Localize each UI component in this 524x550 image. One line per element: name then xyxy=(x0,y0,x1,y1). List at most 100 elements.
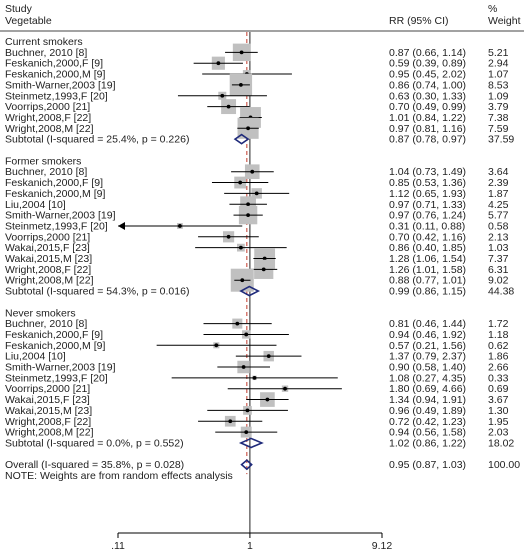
point-estimate xyxy=(250,169,255,174)
study-weight: 1.30 xyxy=(488,405,509,417)
study-weight: 7.37 xyxy=(488,253,509,265)
study-label: Wright,2008,F [22] xyxy=(5,112,91,124)
study-weight: 2.39 xyxy=(488,177,509,189)
study-rr-ci: 0.95 (0.45, 2.02) xyxy=(389,69,466,81)
overall-weight: 100.00 xyxy=(488,459,520,471)
study-label: Buchner, 2010 [8] xyxy=(5,166,87,178)
point-estimate xyxy=(226,104,231,109)
subtotal-weight: 37.59 xyxy=(488,134,514,146)
study-weight: 1.18 xyxy=(488,329,509,341)
study-label: Smith-Warner,2003 [19] xyxy=(5,210,116,222)
study-rr-ci: 0.94 (0.56, 1.58) xyxy=(389,427,466,439)
point-estimate xyxy=(178,224,182,228)
header-percent: % xyxy=(488,3,497,15)
study-rr-ci: 0.97 (0.76, 1.24) xyxy=(389,210,466,222)
point-estimate xyxy=(246,202,250,207)
study-weight: 1.07 xyxy=(488,69,509,81)
study-label: Wakai,2015,F [23] xyxy=(5,242,90,254)
study-rr-ci: 0.94 (0.46, 1.92) xyxy=(389,329,466,341)
study-label: Smith-Warner,2003 [19] xyxy=(5,79,116,91)
study-rr-ci: 0.86 (0.74, 1.00) xyxy=(389,79,466,91)
study-rr-ci: 0.97 (0.81, 1.16) xyxy=(389,123,466,135)
study-weight: 8.53 xyxy=(488,79,509,91)
study-weight: 6.31 xyxy=(488,264,509,276)
overall-rr-ci: 0.95 (0.87, 1.03) xyxy=(389,459,466,471)
header-weight: Weight xyxy=(488,15,521,27)
study-rr-ci: 1.26 (1.01, 1.58) xyxy=(389,264,466,276)
point-estimate xyxy=(220,93,225,98)
study-weight: 2.94 xyxy=(488,58,509,70)
study-weight: 3.64 xyxy=(488,166,509,178)
study-weight: 7.59 xyxy=(488,123,509,135)
study-weight: 5.77 xyxy=(488,210,509,222)
study-weight: 1.03 xyxy=(488,242,509,254)
group-label: Current smokers xyxy=(5,36,83,48)
study-rr-ci: 1.01 (0.84, 1.22) xyxy=(389,112,466,124)
point-estimate xyxy=(228,419,233,424)
study-label: Feskanich,2000,M [9] xyxy=(5,340,105,352)
study-label: Wakai,2015,F [23] xyxy=(5,394,90,406)
subtotal-diamond xyxy=(238,437,264,449)
group-label: Former smokers xyxy=(5,155,81,167)
header-vegetable: Vegetable xyxy=(5,15,52,27)
study-label: Feskanich,2000,M [9] xyxy=(5,188,105,200)
study-label: Wakai,2015,M [23] xyxy=(5,253,92,265)
study-label: Feskanich,2000,F [9] xyxy=(5,329,103,341)
study-weight: 4.25 xyxy=(488,199,509,211)
study-label: Voorrips,2000 [21] xyxy=(5,231,90,243)
study-weight: 0.69 xyxy=(488,383,509,395)
study-label: Buchner, 2010 [8] xyxy=(5,47,87,59)
study-weight: 7.38 xyxy=(488,112,509,124)
study-rr-ci: 1.08 (0.27, 4.35) xyxy=(389,372,466,384)
study-rr-ci: 0.81 (0.46, 1.44) xyxy=(389,318,466,330)
point-estimate xyxy=(239,50,244,55)
point-estimate xyxy=(266,354,271,359)
study-rr-ci: 0.72 (0.42, 1.23) xyxy=(389,416,466,428)
study-rr-ci: 1.34 (0.94, 1.91) xyxy=(389,394,466,406)
point-estimate xyxy=(254,191,259,196)
study-rr-ci: 0.85 (0.53, 1.36) xyxy=(389,177,466,189)
study-weight: 3.79 xyxy=(488,101,509,113)
subtotal-weight: 44.38 xyxy=(488,286,514,298)
study-rr-ci: 0.87 (0.66, 1.14) xyxy=(389,47,466,59)
header-rr-ci: RR (95% CI) xyxy=(389,15,449,27)
x-axis: .11 1 9.12 xyxy=(111,532,392,550)
subtotal-label: Subtotal (I-squared = 0.0%, p = 0.552) xyxy=(5,437,184,449)
study-label: Voorrips,2000 [21] xyxy=(5,101,90,113)
study-weight: 1.86 xyxy=(488,351,509,363)
point-estimate xyxy=(244,430,249,434)
study-label: Buchner, 2010 [8] xyxy=(5,318,87,330)
ci-arrow xyxy=(118,221,125,230)
study-rr-ci: 0.63 (0.30, 1.33) xyxy=(389,90,466,102)
subtotal-rr-ci: 1.02 (0.86, 1.22) xyxy=(389,437,466,449)
study-rr-ci: 0.97 (0.71, 1.33) xyxy=(389,199,466,211)
subtotal-weight: 18.02 xyxy=(488,437,514,449)
subtotal-rr-ci: 0.99 (0.86, 1.15) xyxy=(389,286,466,298)
study-label: Voorrips,2000 [21] xyxy=(5,383,90,395)
point-estimate xyxy=(238,180,243,185)
study-rr-ci: 0.70 (0.42, 1.16) xyxy=(389,231,466,243)
study-rr-ci: 0.88 (0.77, 1.01) xyxy=(389,275,466,287)
study-label: Wakai,2015,M [23] xyxy=(5,405,92,417)
study-label: Liu,2004 [10] xyxy=(5,199,66,211)
subtotal-rr-ci: 0.87 (0.78, 0.97) xyxy=(389,134,466,146)
study-label: Steinmetz,1993,F [20] xyxy=(5,220,108,232)
study-label: Feskanich,2000,M [9] xyxy=(5,69,105,81)
overall-label: Overall (I-squared = 35.8%, p = 0.028) xyxy=(5,459,184,471)
study-weight: 0.33 xyxy=(488,372,509,384)
study-label: Wright,2008,M [22] xyxy=(5,275,94,287)
study-label: Feskanich,2000,F [9] xyxy=(5,58,103,70)
point-estimate xyxy=(238,83,243,87)
header-study: Study xyxy=(5,3,33,15)
point-estimate xyxy=(265,397,270,402)
subtotal-diamond xyxy=(239,285,261,297)
study-rr-ci: 1.28 (1.06, 1.54) xyxy=(389,253,466,265)
study-weight: 9.02 xyxy=(488,275,509,287)
study-label: Steinmetz,1993,F [20] xyxy=(5,90,108,102)
study-rr-ci: 1.12 (0.65, 1.93) xyxy=(389,188,466,200)
overall-diamond xyxy=(240,459,253,471)
study-weight: 1.09 xyxy=(488,90,509,102)
point-estimate xyxy=(244,332,249,337)
